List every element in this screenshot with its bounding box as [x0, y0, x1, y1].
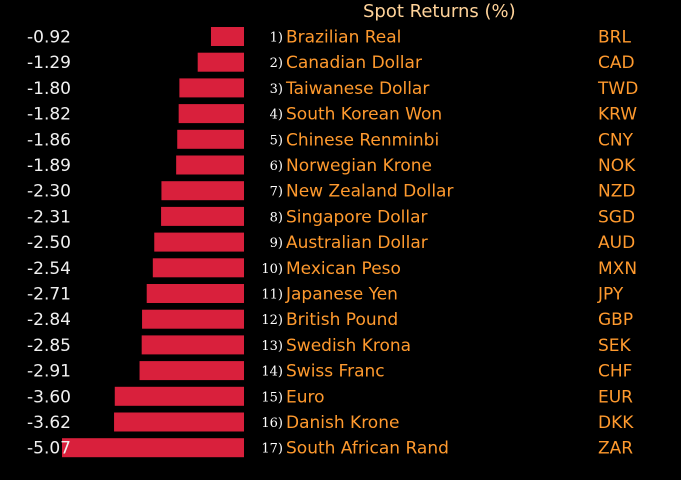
value-label-12: -2.84: [27, 310, 71, 330]
value-label-3: -1.80: [27, 79, 71, 99]
rank-label-6: 6): [270, 159, 283, 174]
currency-code-5: CNY: [598, 130, 634, 150]
bar-5: [177, 129, 244, 149]
bar-15: [114, 386, 245, 406]
value-label-4: -1.82: [27, 105, 71, 125]
bar-6: [176, 155, 244, 175]
rank-label-12: 12): [261, 313, 283, 328]
currency-code-11: JPY: [597, 285, 624, 305]
currency-name-14: Swiss Franc: [286, 362, 385, 382]
value-label-17: -5.07: [27, 439, 71, 459]
value-label-16: -3.62: [27, 413, 71, 433]
rank-label-4: 4): [270, 108, 283, 123]
currency-name-9: Australian Dollar: [286, 233, 428, 253]
currency-code-6: NOK: [598, 156, 636, 176]
currency-name-11: Japanese Yen: [285, 285, 398, 305]
currency-name-6: Norwegian Krone: [286, 156, 432, 176]
currency-code-3: TWD: [597, 79, 638, 99]
rank-label-3: 3): [270, 82, 283, 97]
rank-label-17: 17): [261, 442, 283, 457]
bar-12: [142, 309, 244, 329]
currency-name-12: British Pound: [286, 310, 398, 330]
currency-code-2: CAD: [598, 53, 635, 73]
currency-code-4: KRW: [598, 105, 637, 125]
currency-code-7: NZD: [598, 182, 635, 202]
rank-label-15: 15): [261, 390, 283, 405]
value-label-6: -1.89: [27, 156, 71, 176]
value-label-8: -2.31: [27, 207, 71, 227]
rank-label-16: 16): [261, 416, 283, 431]
rank-label-9: 9): [270, 236, 283, 251]
bar-10: [152, 258, 244, 278]
currency-name-1: Brazilian Real: [286, 28, 401, 48]
bar-2: [197, 52, 244, 72]
currency-name-10: Mexican Peso: [286, 259, 401, 279]
bar-3: [179, 78, 244, 98]
rank-label-7: 7): [270, 185, 283, 200]
currency-name-4: South Korean Won: [286, 105, 442, 125]
currency-code-17: ZAR: [598, 439, 633, 459]
currency-code-15: EUR: [598, 387, 633, 407]
currency-name-17: South African Rand: [286, 439, 449, 459]
value-label-5: -1.86: [27, 130, 71, 150]
bar-17: [62, 438, 244, 458]
rank-label-11: 11): [261, 288, 283, 303]
bar-11: [146, 284, 244, 303]
value-label-10: -2.54: [27, 259, 71, 279]
rank-label-1: 1): [270, 31, 283, 46]
value-label-13: -2.85: [27, 336, 71, 356]
currency-code-16: DKK: [598, 413, 634, 433]
chart-title: Spot Returns (%): [363, 1, 516, 22]
currency-code-9: AUD: [598, 233, 635, 253]
currency-name-8: Singapore Dollar: [286, 207, 428, 227]
bar-1: [210, 27, 244, 46]
currency-name-16: Danish Krone: [286, 413, 399, 433]
bar-14: [139, 361, 244, 381]
bar-7: [161, 181, 244, 201]
currency-code-8: SGD: [598, 207, 635, 227]
currency-name-2: Canadian Dollar: [286, 53, 422, 73]
rank-label-10: 10): [261, 262, 283, 277]
rank-label-14: 14): [261, 365, 283, 380]
value-label-14: -2.91: [27, 362, 71, 382]
value-label-1: -0.92: [27, 28, 71, 48]
rank-label-2: 2): [270, 56, 283, 71]
value-label-7: -2.30: [27, 182, 71, 202]
rank-label-5: 5): [270, 133, 283, 148]
currency-name-7: New Zealand Dollar: [286, 182, 453, 202]
currency-name-5: Chinese Renminbi: [286, 130, 439, 150]
rank-label-13: 13): [261, 339, 283, 354]
bar-16: [114, 412, 244, 432]
bar-13: [141, 335, 244, 355]
currency-code-10: MXN: [598, 259, 637, 279]
currency-code-1: BRL: [598, 28, 631, 48]
currency-code-12: GBP: [598, 310, 633, 330]
bar-8: [161, 206, 244, 226]
currency-name-15: Euro: [286, 387, 325, 407]
bar-4: [178, 104, 244, 124]
value-label-11: -2.71: [27, 285, 71, 305]
value-label-9: -2.50: [27, 233, 71, 253]
value-label-15: -3.60: [27, 387, 71, 407]
currency-code-14: CHF: [598, 362, 632, 382]
value-label-2: -1.29: [27, 53, 71, 73]
currency-name-3: Taiwanese Dollar: [285, 79, 429, 99]
currency-name-13: Swedish Krona: [286, 336, 411, 356]
rank-label-8: 8): [270, 210, 283, 225]
bar-9: [154, 232, 244, 252]
currency-code-13: SEK: [598, 336, 632, 356]
